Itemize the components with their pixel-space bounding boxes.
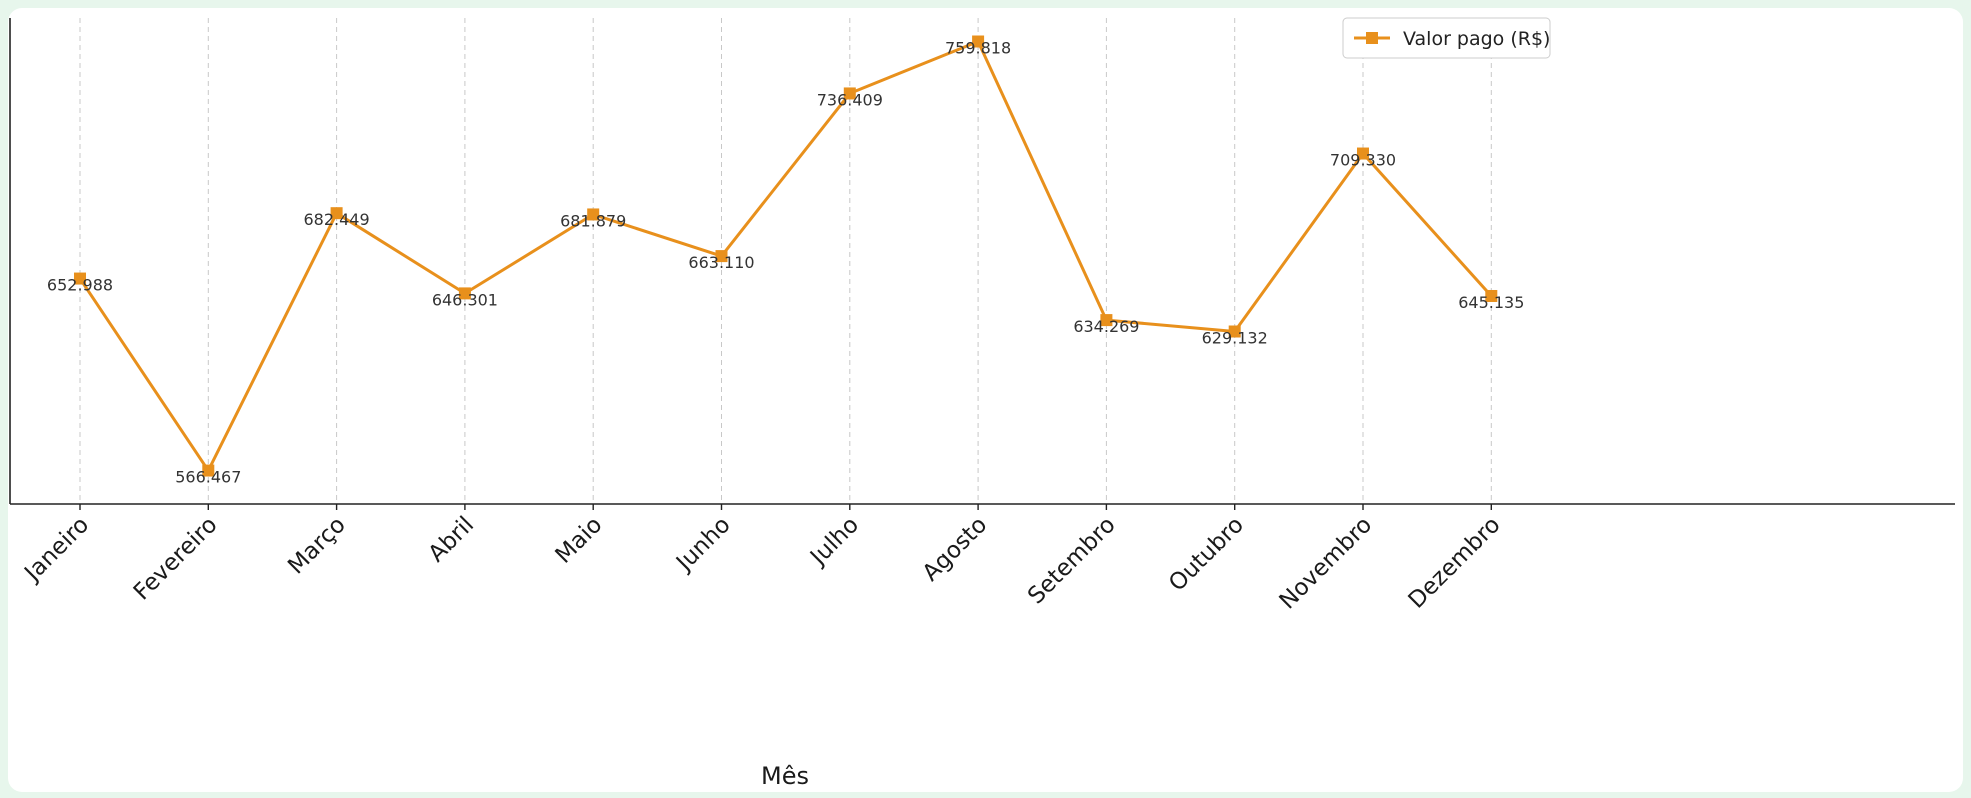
chart-card: 652.988 566.467 682.449 646.301 681.879 663.1…	[8, 8, 1963, 792]
series-markers	[74, 35, 1498, 477]
series-line	[78, 40, 1493, 473]
x-tick-label: Março	[283, 512, 351, 580]
data-point-marker	[587, 208, 600, 221]
series-lines	[78, 40, 1493, 473]
grid-lines	[79, 18, 1492, 504]
x-axis-title: Mês	[761, 762, 809, 790]
data-label: 663.110	[688, 253, 754, 272]
data-point-marker	[715, 250, 728, 263]
data-label: 652.988	[47, 276, 113, 295]
x-tick-label: Junho	[670, 512, 735, 577]
data-point-marker	[1357, 147, 1369, 160]
data-point-marker	[972, 35, 985, 48]
data-label: 634.269	[1073, 317, 1139, 336]
data-point-marker	[1228, 325, 1241, 338]
x-tick-label: Novembro	[1275, 512, 1378, 615]
data-label: 709.330	[1330, 151, 1396, 170]
x-tick-label: Outubro	[1164, 512, 1249, 597]
data-label: 566.467	[175, 468, 241, 487]
data-point-marker	[1100, 314, 1113, 327]
legend-box	[1342, 17, 1551, 59]
x-tick-label: Janeiro	[19, 512, 95, 588]
data-label: 646.301	[432, 290, 498, 309]
x-tick-label: Fevereiro	[129, 512, 223, 606]
data-point-marker	[330, 207, 343, 220]
data-label: 681.879	[560, 211, 626, 230]
data-label: 736.409	[817, 90, 883, 109]
data-label: 645.135	[1458, 293, 1524, 312]
x-tick-label: Agosto	[918, 512, 993, 587]
legend-entry-label: Valor pago (R$)	[1403, 28, 1550, 50]
data-point-marker	[843, 87, 856, 100]
data-label: 682.449	[304, 210, 370, 229]
data-point-marker	[74, 272, 86, 285]
x-tick-label: Maio	[551, 512, 608, 569]
x-tick-label: Setembro	[1023, 512, 1121, 610]
line-chart: 652.988 566.467 682.449 646.301 681.879 663.1…	[9, 17, 1955, 790]
legend: Valor pago (R$)	[1342, 17, 1551, 59]
legend-swatch-marker	[1366, 32, 1378, 44]
axes	[9, 18, 1955, 510]
data-point-marker	[202, 464, 215, 477]
data-point-marker	[1485, 289, 1498, 302]
data-point-marker	[458, 287, 471, 300]
x-tick-label: Julho	[804, 512, 864, 572]
x-tick-labels: Janeiro Fevereiro Março Abril Maio Junho Julho…	[19, 512, 1506, 615]
data-label: 629.132	[1202, 328, 1268, 347]
data-label: 759.818	[945, 38, 1011, 57]
x-tick-label: Dezembro	[1404, 512, 1506, 614]
x-tick-label: Abril	[424, 512, 480, 568]
data-labels: 652.988 566.467 682.449 646.301 681.879 663.1…	[47, 38, 1524, 486]
